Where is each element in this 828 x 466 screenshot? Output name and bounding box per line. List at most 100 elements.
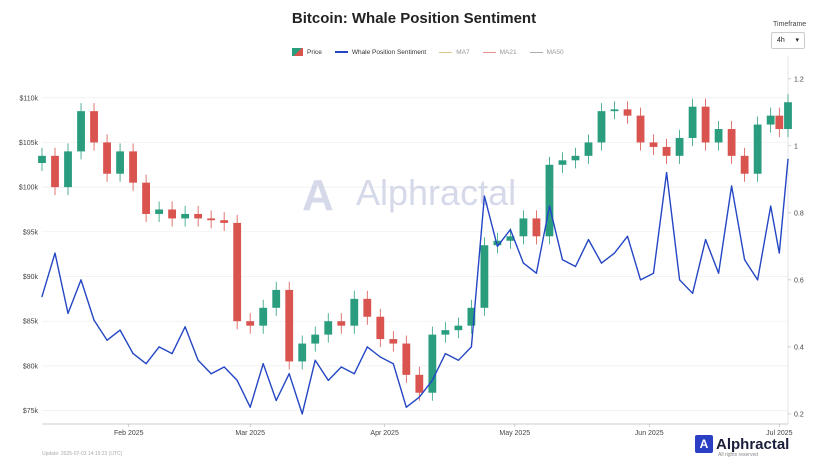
ma21-swatch-icon <box>482 51 496 53</box>
sentiment-point <box>444 353 446 355</box>
price-candle <box>623 109 632 116</box>
sentiment-point <box>704 239 707 241</box>
sentiment-point <box>379 356 381 358</box>
sentiment-point <box>778 252 780 254</box>
sentiment-point <box>93 319 95 321</box>
sentiment-point <box>353 373 355 375</box>
price-candle <box>636 115 645 143</box>
legend-item-sentiment[interactable]: Whale Position Sentiment <box>334 48 427 56</box>
price-candle <box>493 240 502 246</box>
timeframe-label: Timeframe <box>773 21 807 28</box>
timeframe-select[interactable]: 4h ▾ <box>771 32 805 49</box>
legend-label-price: Price <box>307 48 322 56</box>
legend: Price Whale Position Sentiment MA7 MA21 … <box>292 46 577 58</box>
price-candle <box>740 155 749 174</box>
sentiment-point <box>223 366 225 368</box>
sentiment-point <box>54 252 56 254</box>
sentiment-point <box>626 235 629 237</box>
legend-item-ma7[interactable]: MA7 <box>439 48 470 56</box>
price-candle <box>506 236 515 241</box>
legend-label-ma7: MA7 <box>456 48 470 56</box>
price-candle <box>38 155 46 164</box>
price-candle <box>155 209 164 214</box>
sentiment-point <box>197 359 199 361</box>
price-candle <box>220 220 229 223</box>
price-swatch-icon <box>292 48 303 56</box>
sentiment-point <box>718 272 720 274</box>
update-footer: Update: 2025-07-03 14:15:23 (UTC) <box>42 451 123 457</box>
legend-label-ma50: MA50 <box>546 48 564 56</box>
price-candle <box>415 374 424 393</box>
corner-logo: A Alphractal <box>695 433 805 455</box>
price-candle <box>480 245 489 308</box>
x-tick-label: Feb 2025 <box>114 430 144 437</box>
price-candle <box>324 321 333 335</box>
sentiment-point <box>106 339 108 341</box>
sentiment-point <box>288 373 290 375</box>
sentiment-point <box>184 326 186 328</box>
price-candle <box>246 321 255 326</box>
x-tick-label: Jul 2025 <box>766 430 793 437</box>
sentiment-point <box>652 272 655 274</box>
y-right-tick-label: 1 <box>794 143 798 150</box>
sentiment-point <box>600 262 603 264</box>
y-right-tick-label: 0.4 <box>794 344 804 351</box>
y-right-tick-label: 0.6 <box>794 277 804 284</box>
sentiment-point <box>392 363 394 365</box>
price-candle <box>90 111 98 143</box>
sentiment-point <box>509 228 512 231</box>
sentiment-point <box>744 259 746 261</box>
price-candle <box>467 307 476 326</box>
legend-item-price[interactable]: Price <box>292 48 322 56</box>
sentiment-point <box>405 406 407 408</box>
price-candle <box>545 164 554 237</box>
price-candle <box>350 298 359 326</box>
sentiment-point <box>522 262 525 264</box>
sentiment-point <box>418 396 420 398</box>
x-tick-label: Apr 2025 <box>370 430 399 437</box>
price-candle <box>233 222 242 322</box>
y-left-tick-label: $75k <box>23 408 39 415</box>
y-left-tick-label: $90k <box>23 274 39 281</box>
sentiment-point <box>587 239 590 241</box>
corner-logo-sub: All rights reserved <box>718 452 759 458</box>
price-candle <box>784 102 792 130</box>
legend-label-sentiment: Whale Position Sentiment <box>351 48 427 56</box>
sentiment-point <box>262 363 264 365</box>
legend-item-ma50[interactable]: MA50 <box>529 48 564 56</box>
price-candle <box>610 109 619 112</box>
sentiment-point <box>366 346 368 348</box>
price-candle <box>298 343 307 362</box>
price-candle <box>584 142 593 156</box>
sentiment-point <box>731 185 733 187</box>
x-tick-label: Mar 2025 <box>235 430 265 437</box>
sentiment-point <box>171 353 173 355</box>
price-candle <box>207 218 216 221</box>
sentiment-point <box>496 245 499 247</box>
timeframe-value: 4h <box>777 37 785 44</box>
y-left-tick-label: $110k <box>19 95 38 102</box>
sentiment-series <box>41 158 789 415</box>
watermark-logo-icon: A <box>302 171 334 220</box>
y-right-tick-label: 0.2 <box>794 411 804 418</box>
price-candle <box>649 142 658 147</box>
price-candle <box>675 137 684 156</box>
sentiment-point <box>210 373 212 375</box>
sentiment-point <box>457 359 459 361</box>
price-candle <box>532 218 541 237</box>
sentiment-point <box>691 292 694 294</box>
alphractal-logo-icon: A <box>695 435 713 453</box>
legend-item-ma21[interactable]: MA21 <box>482 48 517 56</box>
price-candle <box>441 330 450 335</box>
price-candle <box>337 321 346 326</box>
legend-label-ma21: MA21 <box>499 48 517 56</box>
sentiment-point <box>275 399 277 402</box>
price-candle <box>454 325 463 331</box>
price-candle <box>662 146 671 156</box>
price-candle <box>194 213 203 219</box>
sentiment-point <box>67 312 69 314</box>
price-candle <box>597 111 606 143</box>
sentiment-point <box>613 252 616 254</box>
y-right-tick-label: 1.2 <box>794 76 804 83</box>
